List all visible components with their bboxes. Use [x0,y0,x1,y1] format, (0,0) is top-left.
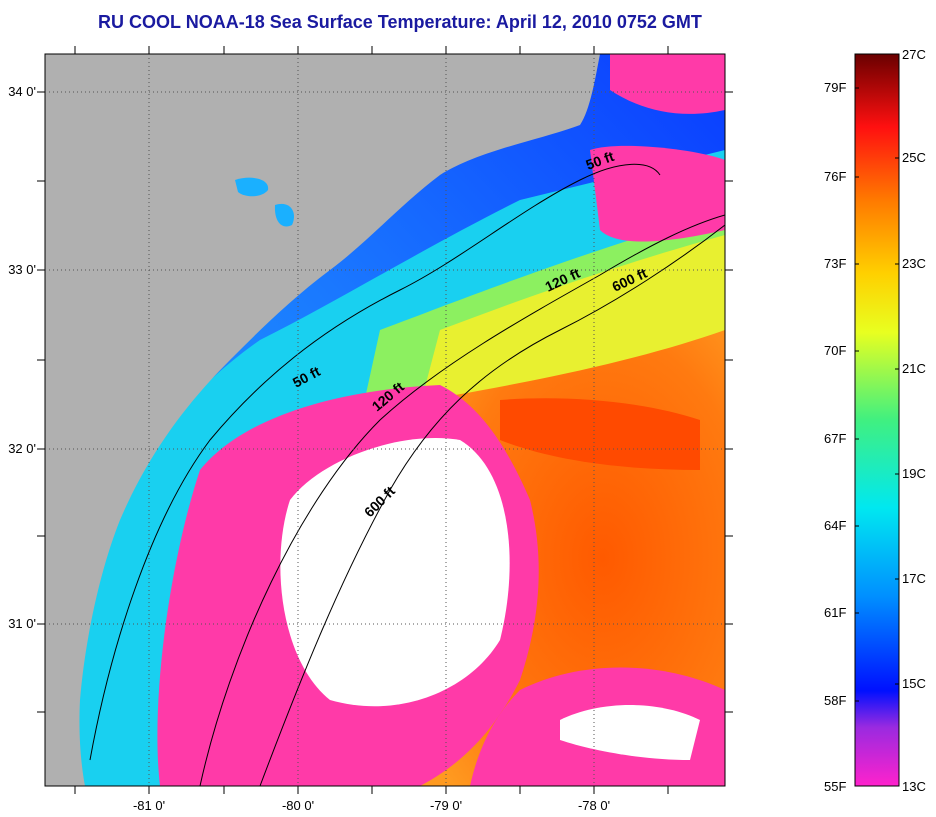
cloud-mask [280,438,510,707]
isobath-600ft [259,224,725,786]
warm-core [500,398,700,470]
lon-label-79: -79 0' [429,798,463,813]
colorbar-f-61: 61F [824,605,847,620]
map-title: RU COOL NOAA-18 Sea Surface Temperature:… [98,12,702,32]
colorbar-f-70: 70F [824,343,847,358]
inland-lake-marion [235,177,269,197]
map-plot-area [45,54,725,786]
colorbar-c-17: 17C [902,571,926,586]
colorbar-f-64: 64F [824,518,847,533]
cloud-mask-north [590,145,725,242]
colorbar-f-79: 79F [824,80,847,95]
lat-label-31: 31 0' [8,616,36,631]
lon-label-81: -81 0' [132,798,166,813]
colorbar-f-58: 58F [824,693,847,708]
axis-ticks [37,46,733,794]
colorbar-f-55: 55F [824,779,847,794]
colorbar-c-13: 13C [902,779,926,794]
lat-label-33: 33 0' [8,262,36,277]
colorbar-c-25: 25C [902,150,926,165]
lon-label-78: -78 0' [577,798,611,813]
lat-label-34: 34 0' [8,84,36,99]
isobath-120ft [199,214,725,786]
lat-label-32: 32 0' [8,441,36,456]
graticule [45,54,725,786]
colorbar-c-15: 15C [902,676,926,691]
colorbar-c-19: 19C [902,466,926,481]
inland-lake-moultrie [274,203,295,227]
land-mask [45,54,600,786]
colorbar-f-76: 76F [824,169,847,184]
colorbar [854,53,900,787]
cloud-mask-northeast [610,54,725,114]
colorbar-c-23: 23C [902,256,926,271]
colorbar-c-27: 27C [902,47,926,62]
cloud-mask-south-white [560,705,700,760]
lon-label-80: -80 0' [281,798,315,813]
isobath-50ft [89,163,661,761]
colorbar-f-73: 73F [824,256,847,271]
colorbar-f-67: 67F [824,431,847,446]
colorbar-ticks [855,87,899,702]
map-frame [44,53,726,787]
colorbar-c-21: 21C [902,361,926,376]
